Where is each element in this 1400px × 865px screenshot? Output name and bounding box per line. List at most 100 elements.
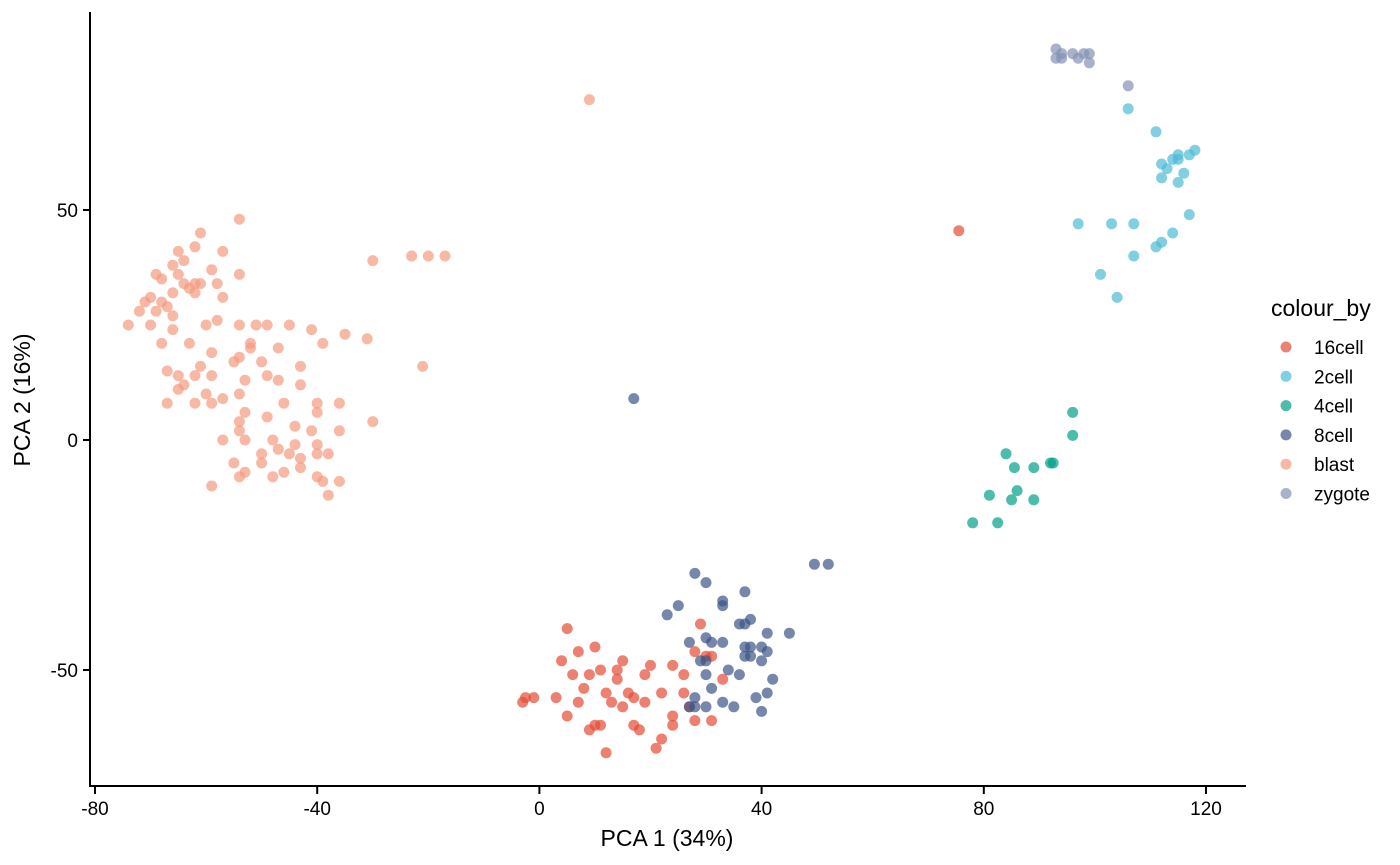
point-blast (161, 301, 173, 313)
point-zygote (1072, 52, 1084, 64)
point-8cell (745, 650, 756, 662)
point-8cell (783, 627, 795, 639)
point-2cell (1106, 218, 1118, 230)
x-tick-label: -40 (303, 799, 330, 820)
point-blast (317, 337, 329, 349)
point-16cell (600, 747, 612, 759)
x-axis-title: PCA 1 (34%) (601, 825, 734, 851)
point-blast (417, 360, 429, 372)
legend-label-blast: blast (1314, 455, 1355, 476)
point-2cell (1111, 291, 1123, 303)
point-8cell (756, 655, 768, 667)
point-16cell (578, 682, 590, 694)
point-8cell (808, 558, 820, 570)
point-2cell (1072, 218, 1084, 230)
point-blast (122, 319, 134, 331)
legend-key-2cell (1280, 370, 1292, 382)
point-blast (200, 388, 212, 400)
point-blast (217, 245, 229, 257)
point-16cell (561, 710, 573, 722)
point-2cell (1189, 144, 1201, 156)
point-blast (367, 416, 379, 428)
legend-label-8cell: 8cell (1314, 426, 1353, 447)
point-blast (195, 360, 206, 372)
point-blast (295, 379, 306, 391)
point-16cell (628, 692, 640, 704)
point-blast (295, 452, 306, 464)
point-8cell (745, 641, 756, 653)
point-blast (167, 287, 179, 299)
legend-key-16cell (1280, 341, 1292, 353)
point-blast (189, 241, 201, 253)
point-blast (306, 324, 318, 336)
point-blast (245, 337, 256, 349)
point-2cell (1172, 176, 1184, 188)
point-blast (195, 227, 206, 239)
point-2cell (1161, 163, 1173, 175)
point-blast (272, 443, 284, 455)
point-16cell (656, 687, 668, 699)
point-blast (178, 255, 190, 267)
point-16cell (520, 692, 531, 704)
point-blast (217, 291, 229, 303)
point-blast (233, 388, 245, 400)
point-2cell (1128, 250, 1140, 262)
point-blast (239, 374, 251, 386)
point-blast (339, 328, 351, 340)
point-blast (239, 434, 251, 446)
point-8cell (700, 577, 712, 589)
point-blast (311, 448, 323, 460)
point-4cell (1008, 462, 1020, 474)
x-tick-label: 120 (1190, 799, 1222, 820)
point-blast (267, 434, 279, 446)
point-8cell (822, 558, 834, 570)
point-blast (283, 448, 295, 460)
point-4cell (983, 489, 995, 501)
point-16cell (550, 692, 562, 704)
point-8cell (689, 567, 701, 579)
point-16cell (600, 687, 612, 699)
x-tick-label: -80 (81, 799, 108, 820)
legend-items: 16cell 2cell 4cell 8cell blast zygote (1280, 338, 1370, 506)
point-4cell (1028, 462, 1040, 474)
x-tick-label: 0 (534, 799, 545, 820)
legend-key-zygote (1280, 488, 1292, 499)
point-2cell (1122, 103, 1134, 115)
point-blast (311, 439, 323, 451)
points-layer (122, 43, 1201, 759)
point-blast (183, 337, 195, 349)
point-blast (172, 245, 184, 257)
point-zygote (1083, 48, 1095, 60)
point-blast (233, 425, 245, 437)
point-blast (167, 310, 179, 322)
point-zygote (1056, 52, 1068, 64)
point-16cell (633, 724, 645, 736)
point-blast (256, 448, 268, 460)
legend-label-16cell: 16cell (1314, 338, 1364, 359)
point-blast (261, 370, 273, 382)
point-8cell (717, 600, 729, 612)
point-blast (167, 324, 179, 336)
point-blast (206, 480, 218, 492)
point-4cell (1011, 485, 1023, 497)
legend-key-blast (1280, 458, 1292, 470)
point-16cell (595, 664, 606, 676)
point-blast (233, 319, 245, 331)
point-16cell (717, 673, 729, 685)
point-blast (333, 475, 345, 487)
point-16cell (689, 715, 701, 727)
point-8cell (700, 669, 712, 681)
legend-label-4cell: 4cell (1314, 397, 1353, 418)
point-4cell (1067, 429, 1079, 441)
point-16cell (639, 669, 651, 681)
point-16cell (572, 696, 584, 708)
y-tick-label: 50 (57, 201, 78, 222)
point-16cell (645, 659, 656, 671)
point-8cell (661, 609, 673, 621)
point-blast (211, 278, 223, 290)
point-8cell (683, 636, 695, 648)
point-8cell (706, 636, 718, 648)
point-blast (422, 250, 434, 262)
x-tick-label: 80 (973, 799, 994, 820)
